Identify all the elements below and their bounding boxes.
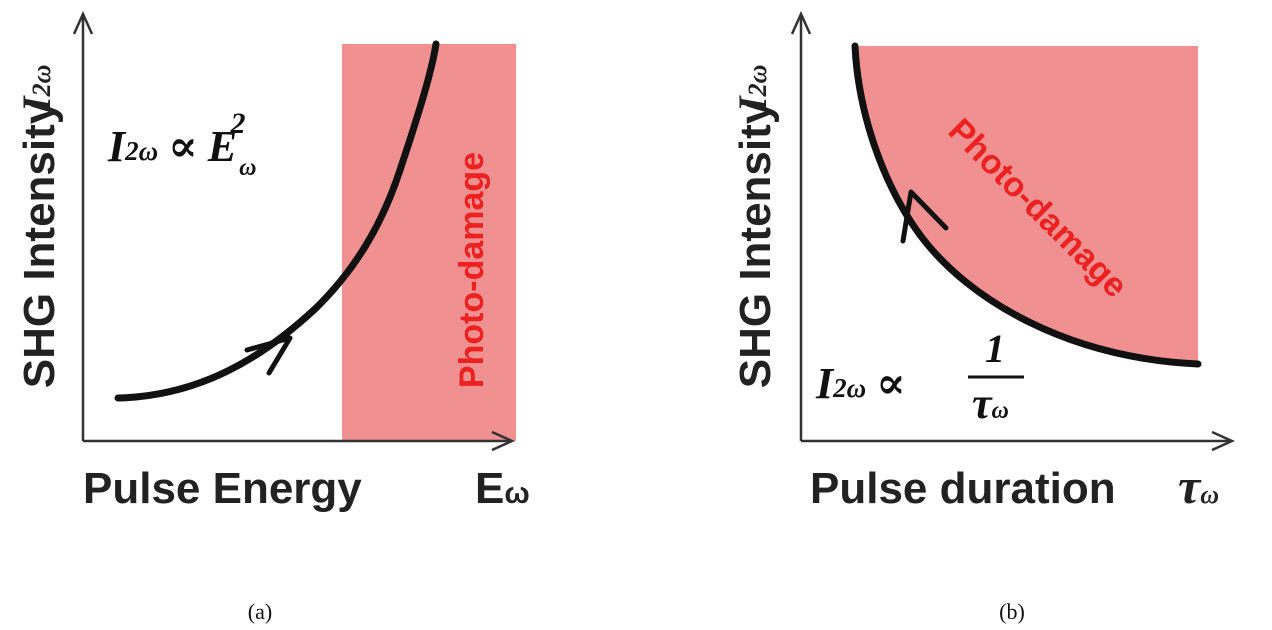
y-axis-symbol: I2ω — [730, 65, 775, 113]
direction-arrow-icon — [244, 335, 293, 376]
formula: I2ω ∝ 1 τω — [815, 326, 1024, 428]
y-axis-label: SHG Intensity — [731, 99, 780, 388]
panel-b: Photo-damage I2ω ∝ 1 τω SHG Intensity I2ω… — [730, 14, 1232, 624]
x-axis-label: Pulse Energy — [83, 464, 362, 513]
shg-curve — [851, 42, 1202, 368]
svg-text:I2ω∝: I2ω ∝ — [815, 359, 906, 408]
shg-curve — [114, 40, 440, 402]
formula: I2ω ∝ Eω2 — [107, 107, 256, 181]
photo-damage-label: Photo-damage — [453, 152, 491, 388]
panel-a: Photo-damage I2ω ∝ Eω2 SHG Intensity I2ω P… — [14, 14, 530, 624]
y-axis-symbol: I2ω — [14, 65, 59, 113]
direction-arrow-icon — [900, 189, 949, 244]
formula-denominator: τω — [972, 379, 1009, 428]
caption-b: (b) — [999, 599, 1025, 624]
y-axis-label: SHG Intensity — [15, 99, 64, 388]
photo-damage-region — [855, 46, 1198, 364]
caption-a: (a) — [248, 599, 272, 624]
x-axis-symbol: Eω — [475, 464, 530, 513]
formula-numerator: 1 — [985, 326, 1005, 371]
x-axis-symbol: τω — [1178, 458, 1219, 514]
x-axis-label: Pulse duration — [810, 464, 1116, 513]
